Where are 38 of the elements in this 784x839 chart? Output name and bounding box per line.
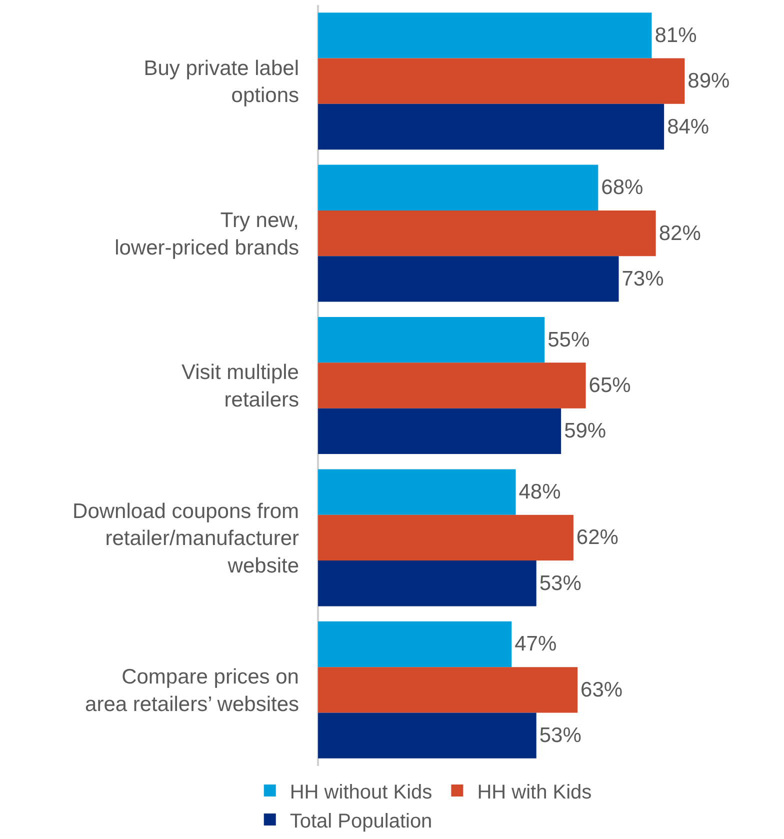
bar <box>318 514 574 561</box>
y-tick-label: Buy private label options <box>144 56 299 108</box>
data-label: 59% <box>564 420 606 443</box>
data-label: 82% <box>658 222 701 245</box>
bar <box>318 621 512 668</box>
bar <box>318 408 562 454</box>
data-label: 48% <box>518 480 561 504</box>
data-label: 81% <box>654 24 697 47</box>
bar <box>318 104 664 150</box>
data-label: 62% <box>576 526 618 550</box>
data-label: 65% <box>588 374 631 397</box>
bar <box>318 12 652 58</box>
y-tick-label: Try new, lower-priced brands <box>114 209 299 260</box>
data-label: 53% <box>539 724 582 748</box>
bar <box>318 667 578 713</box>
data-label: 73% <box>622 267 664 290</box>
data-label: 55% <box>548 328 590 352</box>
bar <box>318 362 586 408</box>
data-label: 63% <box>580 678 623 702</box>
bar <box>318 469 516 515</box>
bar <box>318 712 536 758</box>
data-label: 84% <box>667 115 710 138</box>
y-tick-label: Visit multiple retailers <box>182 361 299 412</box>
y-tick-label: Compare prices on area retailers’ websites <box>85 666 299 716</box>
bar <box>318 560 536 606</box>
y-tick-label: Download coupons from retailer/manufacturer website <box>72 500 300 578</box>
bar <box>318 256 619 302</box>
data-label: 68% <box>601 176 644 200</box>
legend-label: HH without Kids <box>290 781 432 804</box>
bar <box>318 210 656 256</box>
bar <box>318 58 685 104</box>
bar <box>318 164 598 210</box>
data-label: 89% <box>688 70 730 93</box>
bar <box>318 317 545 363</box>
data-label: 53% <box>539 572 582 595</box>
legend-label: HH with Kids <box>477 781 592 804</box>
legend-label: Total Population <box>290 810 432 832</box>
data-label: 47% <box>514 632 557 656</box>
